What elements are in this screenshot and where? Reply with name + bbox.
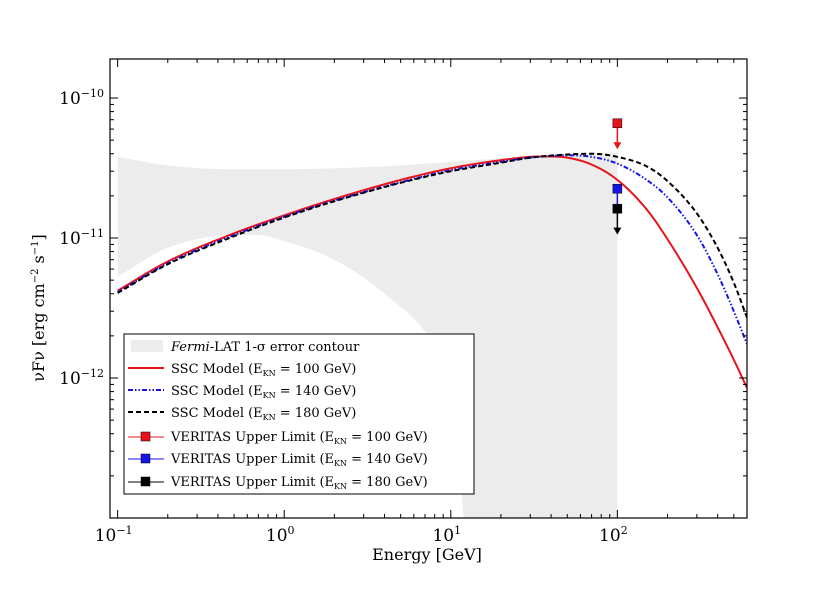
upper-limit-arrowhead-0: [613, 142, 622, 150]
legend-ssc-100-label: SSC Model (EKN = 100 GeV): [171, 362, 356, 378]
upper-limit-arrowhead-2: [613, 227, 622, 235]
legend-ul-180-label: VERITAS Upper Limit (EKN = 180 GeV): [170, 475, 428, 491]
legend-ul-140-marker: [140, 453, 151, 464]
legend-frame: [123, 333, 475, 495]
x-tick-label-1: 100: [266, 524, 295, 546]
series-layer: [117, 152, 747, 389]
upper-limit-marker-2: [612, 203, 623, 214]
y-axis-title: νFν [erg cm−2 s−1]: [29, 234, 48, 382]
upper-limit-marker-0: [612, 118, 623, 129]
legend-contour-swatch: [131, 340, 163, 352]
legend-ul-140-label: VERITAS Upper Limit (EKN = 140 GeV): [170, 452, 428, 468]
upper-limit-marker-1: [612, 183, 623, 194]
y-tick-label-2: 10−10: [59, 87, 104, 109]
legend-ssc-180-label: SSC Model (EKN = 180 GeV): [171, 406, 356, 422]
ssc-model-line-1: [117, 154, 747, 345]
legend-ssc-140-label: SSC Model (EKN = 140 GeV): [171, 384, 356, 400]
x-tick-label-3: 102: [599, 524, 628, 546]
x-axis-title: Energy [GeV]: [372, 545, 482, 564]
upper-limit-layer: [612, 118, 623, 235]
error-contour-band: [117, 152, 618, 518]
x-tick-label-0: 10−1: [95, 524, 133, 546]
y-tick-label-0: 10−12: [59, 367, 104, 389]
axes-layer: 10−1 100 101 102 10−12 10−11 10−10: [59, 58, 748, 546]
legend: Fermi-LAT 1-σ error contour SSC Model (E…: [123, 333, 475, 495]
plot-frame: [109, 58, 748, 519]
legend-ul-100-marker: [140, 431, 151, 442]
legend-ul-100-label: VERITAS Upper Limit (EKN = 100 GeV): [170, 430, 428, 446]
y-tick-label-1: 10−11: [59, 227, 104, 249]
legend-contour-label: Fermi-LAT 1-σ error contour: [170, 340, 360, 355]
x-tick-label-2: 101: [432, 524, 461, 546]
legend-ul-180-marker: [140, 476, 151, 487]
error-contour-layer: [117, 152, 618, 518]
